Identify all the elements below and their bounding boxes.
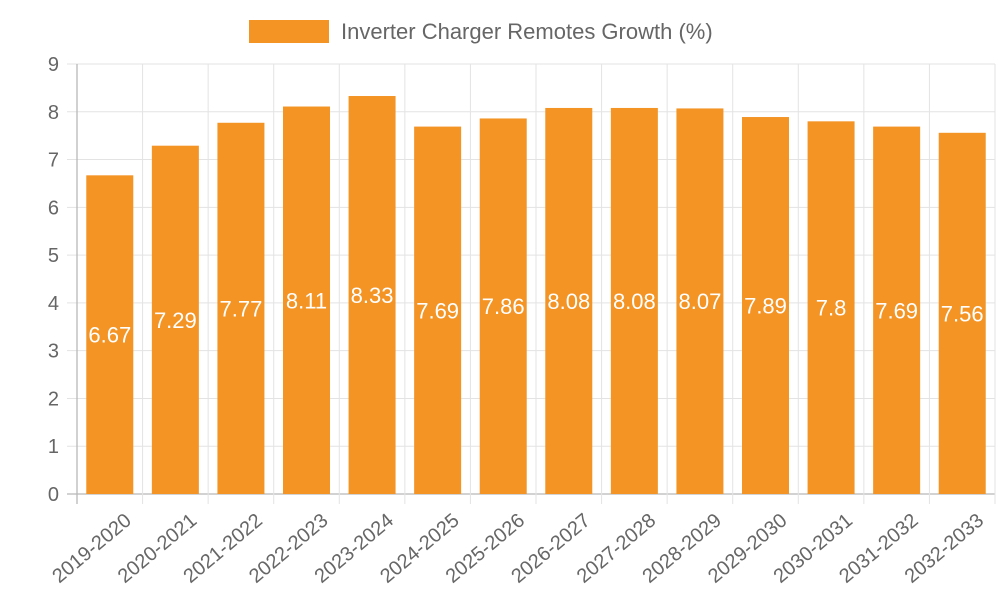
bar[interactable] (676, 108, 724, 494)
y-tick-label: 0 (48, 484, 59, 506)
bar[interactable] (414, 126, 462, 494)
y-tick-label: 8 (48, 102, 59, 124)
bar-data-label: 7.69 (416, 298, 459, 323)
y-tick-label: 2 (48, 388, 59, 410)
bar-data-label: 7.56 (941, 301, 984, 326)
bar-data-label: 7.8 (816, 296, 847, 321)
bar-layer (86, 96, 986, 495)
bar[interactable] (151, 145, 199, 494)
y-tick-label: 9 (48, 54, 59, 76)
bar-data-label: 7.29 (154, 308, 197, 333)
legend[interactable]: Inverter Charger Remotes Growth (%) (249, 19, 713, 44)
y-tick-label: 7 (48, 150, 59, 172)
bar-data-label: 7.89 (744, 294, 787, 319)
bar-data-label: 6.67 (88, 323, 131, 348)
bar[interactable] (283, 106, 330, 495)
bar[interactable] (86, 175, 134, 495)
y-tick-label: 6 (48, 197, 59, 219)
bar-data-label: 8.11 (286, 288, 327, 313)
bar[interactable] (348, 96, 396, 494)
bar-data-label: 7.69 (875, 298, 918, 323)
bar-data-label: 8.33 (351, 283, 394, 308)
bar[interactable] (938, 132, 986, 495)
bar[interactable] (479, 118, 527, 494)
bar[interactable] (742, 117, 789, 495)
legend-label[interactable]: Inverter Charger Remotes Growth (%) (341, 19, 713, 44)
y-tick-label: 3 (48, 341, 59, 363)
legend-swatch[interactable] (249, 20, 329, 43)
y-tick-label: 1 (48, 436, 59, 458)
bar-data-label: 8.08 (547, 289, 590, 314)
bar-data-label: 7.77 (220, 296, 263, 321)
bar[interactable] (610, 107, 658, 494)
bar[interactable] (217, 122, 265, 495)
bar-data-label: 8.08 (613, 289, 656, 314)
data-label-layer: 6.67 7.29 7.77 8.11 8.33 7.69 7.86 8.08 8.08 8.07… (88, 283, 983, 348)
bar[interactable] (873, 126, 921, 494)
grid-layer (67, 63, 996, 504)
bar-data-label: 7.86 (482, 294, 525, 319)
y-tick-label: 4 (48, 293, 59, 315)
bar[interactable] (545, 107, 593, 494)
y-tick-label: 5 (48, 245, 59, 267)
bar[interactable] (807, 121, 855, 494)
bar-data-label: 8.07 (679, 289, 722, 314)
